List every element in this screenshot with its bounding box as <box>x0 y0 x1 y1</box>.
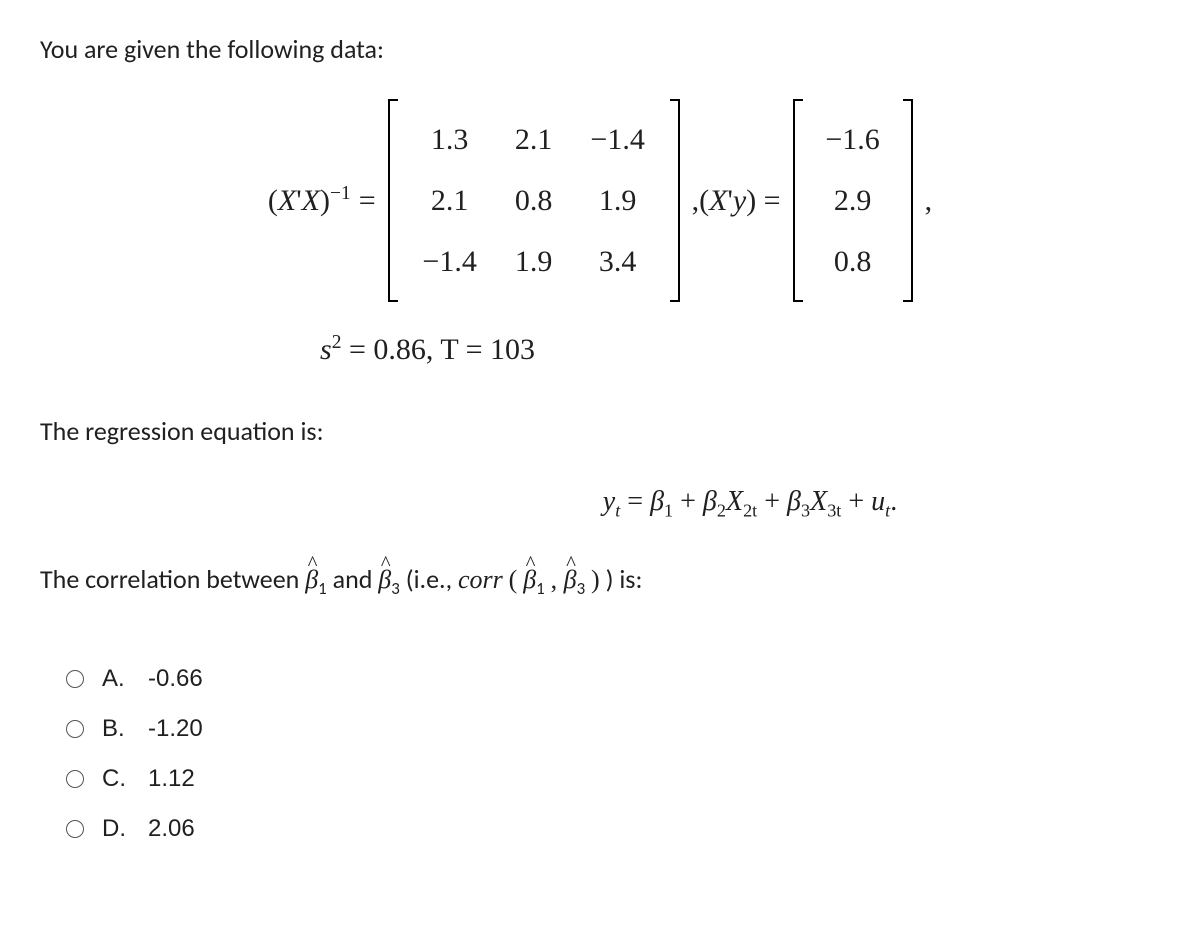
option-letter: D. <box>102 811 130 847</box>
matrix-equation: (X'X)−1 = 1.3 2.1 −1.4 2.1 0.8 1.9 <box>40 99 1160 302</box>
xty-label: ,(X'y) = <box>692 178 781 223</box>
s-rest: = 0.86, T = 103 <box>341 333 535 366</box>
inv-exp: −1 <box>330 183 351 204</box>
option-a[interactable]: A. -0.66 <box>66 661 1160 697</box>
corr-before: The correlation between <box>40 563 305 595</box>
v-cell: 0.8 <box>813 231 893 292</box>
regression-intro: The regression equation is: <box>40 412 1160 451</box>
option-c[interactable]: C. 1.12 <box>66 761 1160 797</box>
beta1-hat: β <box>305 560 318 599</box>
corr-word: corr <box>458 565 503 594</box>
beta1h: β <box>523 560 536 599</box>
option-letter: C. <box>102 761 130 797</box>
corr-comma: , <box>551 565 564 594</box>
radio-icon[interactable] <box>66 770 84 788</box>
m-cell: 1.9 <box>492 231 576 292</box>
xtx-label: (X'X)−1 <box>268 178 351 223</box>
option-value: 1.12 <box>148 761 195 797</box>
beta1h-sub: 1 <box>536 578 545 599</box>
corr-after2: ) is: <box>606 563 643 595</box>
question-page: You are given the following data: (X'X)−… <box>0 0 1200 891</box>
beta3-hat: β <box>378 560 391 599</box>
radio-icon[interactable] <box>66 720 84 738</box>
option-value: -0.66 <box>148 661 203 697</box>
m-cell: 0.8 <box>492 170 576 231</box>
intro-text: You are given the following data: <box>40 30 1160 69</box>
option-d[interactable]: D. 2.06 <box>66 811 1160 847</box>
m-cell: 1.3 <box>408 109 492 170</box>
corr-after1: (i.e., <box>406 563 458 595</box>
radio-icon[interactable] <box>66 670 84 688</box>
paren-open: ( <box>509 565 518 594</box>
correlation-question: The correlation between β1 and β3 (i.e.,… <box>40 560 1160 602</box>
v-cell: −1.6 <box>813 109 893 170</box>
m-cell: 1.9 <box>576 170 660 231</box>
m-cell: −1.4 <box>408 231 492 292</box>
option-value: 2.06 <box>148 811 195 847</box>
option-letter: B. <box>102 711 130 747</box>
beta3-sub: 3 <box>391 578 400 599</box>
beta1-sub: 1 <box>318 578 327 599</box>
v-cell: 2.9 <box>813 170 893 231</box>
vector-xty: −1.6 2.9 0.8 <box>793 99 913 302</box>
matrix-xtx-inv: 1.3 2.1 −1.4 2.1 0.8 1.9 −1.4 1.9 3.4 <box>388 99 680 302</box>
beta3h: β <box>564 560 577 599</box>
beta3h-sub: 3 <box>577 578 586 599</box>
answer-options: A. -0.66 B. -1.20 C. 1.12 D. 2.06 <box>40 661 1160 847</box>
regression-equation: yt = β1 + β2X2t + β3X3t + ut. <box>340 481 1160 525</box>
s-var: s <box>320 333 332 366</box>
trailing-comma: , <box>925 178 933 223</box>
radio-icon[interactable] <box>66 820 84 838</box>
m-cell: 2.1 <box>408 170 492 231</box>
s-squared-line: s2 = 0.86, T = 103 <box>320 327 1160 372</box>
m-cell: 2.1 <box>492 109 576 170</box>
paren-close: ) <box>591 565 600 594</box>
equals-1: = <box>359 178 376 223</box>
option-b[interactable]: B. -1.20 <box>66 711 1160 747</box>
m-cell: 3.4 <box>576 231 660 292</box>
m-cell: −1.4 <box>576 109 660 170</box>
corr-mid: and <box>333 563 379 595</box>
option-letter: A. <box>102 661 130 697</box>
option-value: -1.20 <box>148 711 203 747</box>
s-exp: 2 <box>332 332 342 353</box>
